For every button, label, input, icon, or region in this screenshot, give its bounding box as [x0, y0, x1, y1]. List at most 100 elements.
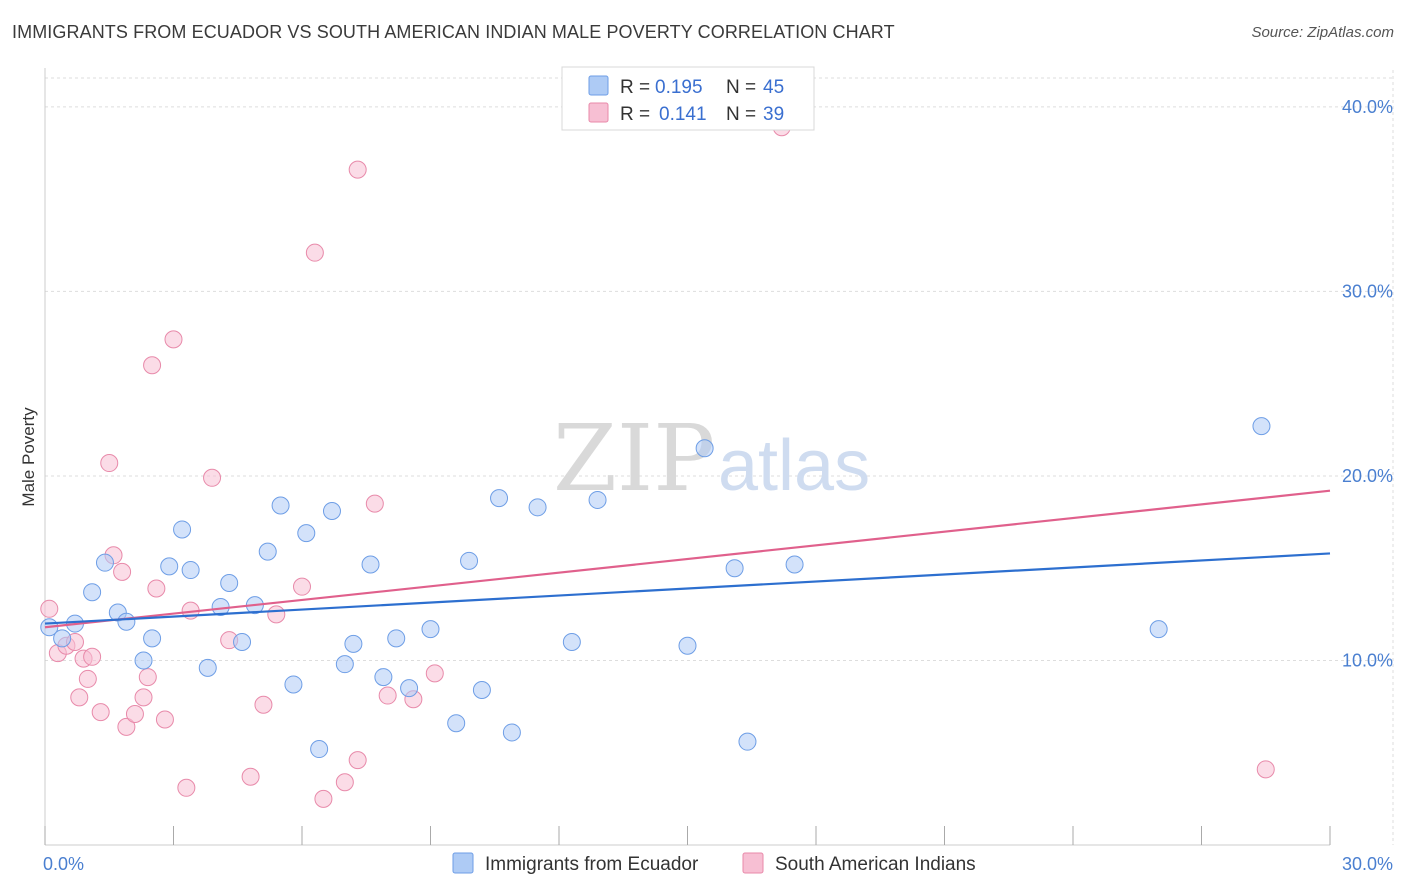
pink-point-29 [348, 160, 367, 179]
pink-point-6 [91, 703, 110, 722]
blue-point-11 [181, 561, 200, 580]
blue-point-42 [785, 555, 804, 574]
pink-point-14 [143, 356, 162, 375]
trend-lines [44, 489, 1331, 629]
legend-swatch-blue [588, 75, 609, 96]
y-tick-label-1: 20.0% [1342, 466, 1393, 486]
pink-point-16 [155, 710, 174, 729]
blue-point-18 [271, 496, 290, 515]
legend-r-label-2: R = [620, 104, 650, 125]
pink-point-0 [40, 599, 59, 618]
blue-point-23 [335, 655, 354, 674]
blue-point-30 [447, 714, 466, 733]
pink-point-15 [147, 579, 166, 598]
blue-point-4 [95, 553, 114, 572]
y-tick-label-3: 40.0% [1342, 97, 1393, 117]
blue-point-8 [143, 629, 162, 648]
legend-swatch-pink [588, 102, 609, 123]
pink-point-26 [305, 243, 324, 262]
blue-point-24 [344, 634, 363, 653]
blue-point-9 [160, 557, 179, 576]
legend-n-label-1: N = [726, 77, 756, 98]
pink-point-30 [365, 494, 384, 513]
source-label: Source: ZipAtlas.com [1251, 24, 1394, 41]
blue-point-36 [562, 633, 581, 652]
pink-point-17 [164, 330, 183, 349]
blue-point-40 [725, 559, 744, 578]
pink-point-35 [70, 688, 89, 707]
pink-point-5 [83, 647, 102, 666]
blue-point-27 [387, 629, 406, 648]
series-legend-label-indians: South American Indians [775, 854, 976, 875]
y-axis-title: Male Poverty [19, 407, 38, 507]
blue-point-38 [678, 636, 697, 655]
blue-point-43 [1149, 620, 1168, 639]
trend-line-blue [44, 552, 1331, 625]
y-tick-label-0: 10.0% [1342, 650, 1393, 670]
blue-point-14 [220, 573, 239, 592]
watermark-atlas: atlas [718, 426, 870, 506]
blue-point-7 [134, 651, 153, 670]
x-tick-label-1: 30.0% [1342, 854, 1393, 874]
blue-point-6 [117, 612, 136, 631]
pink-point-7 [100, 454, 119, 473]
blue-point-33 [490, 489, 509, 508]
pink-point-28 [335, 773, 354, 792]
series-legend-label-ecuador: Immigrants from Ecuador [485, 854, 699, 875]
pink-point-24 [267, 605, 286, 624]
series-legend-swatch-pink [742, 852, 764, 874]
blue-point-20 [297, 524, 316, 543]
blue-point-31 [460, 551, 479, 570]
pink-point-18 [177, 778, 196, 797]
pink-point-10 [117, 717, 136, 736]
legend-r-value-2: 0.141 [659, 104, 707, 125]
watermark: ZIP atlas [553, 405, 870, 512]
legend-n-value-2: 39 [763, 104, 784, 125]
blue-point-28 [400, 679, 419, 698]
pink-point-22 [241, 767, 260, 786]
pink-point-11 [125, 704, 144, 723]
pink-point-34 [78, 669, 97, 688]
blue-point-39 [695, 439, 714, 458]
series-legend: Immigrants from Ecuador South American I… [452, 852, 976, 875]
pink-point-33 [425, 664, 444, 683]
blue-point-1 [53, 629, 72, 648]
blue-point-35 [528, 498, 547, 517]
y-tick-labels: 10.0% 20.0% 30.0% 40.0% [1342, 97, 1393, 671]
pink-point-27 [314, 789, 333, 808]
chart-title: IMMIGRANTS FROM ECUADOR VS SOUTH AMERICA… [12, 22, 895, 42]
pink-point-25 [293, 577, 311, 596]
series-immigrants-from-ecuador [40, 417, 1271, 759]
watermark-zip: ZIP [553, 405, 715, 512]
blue-point-29 [421, 620, 440, 639]
pink-point-36 [348, 751, 367, 770]
legend-r-value-1: 0.195 [655, 77, 703, 98]
pink-point-20 [203, 468, 222, 487]
blue-point-19 [284, 675, 303, 694]
y-tick-label-2: 30.0% [1342, 281, 1393, 301]
blue-point-41 [738, 732, 757, 751]
blue-point-3 [83, 583, 102, 602]
legend-n-value-1: 45 [763, 77, 784, 98]
blue-point-25 [361, 555, 380, 574]
blue-point-21 [310, 740, 329, 759]
blue-point-22 [322, 502, 341, 521]
legend-r-label-1: R = [620, 77, 650, 98]
blue-point-12 [198, 658, 217, 677]
blue-point-15 [233, 633, 252, 652]
blue-point-37 [588, 490, 607, 509]
pink-point-23 [254, 695, 273, 714]
trend-line-pink [44, 489, 1331, 629]
pink-point-13 [138, 668, 157, 687]
blue-point-44 [1252, 417, 1271, 436]
pink-point-12 [134, 688, 153, 707]
stats-legend: R = 0.195 N = 45 R = 0.141 N = 39 [561, 66, 815, 131]
pink-point-9 [113, 562, 132, 581]
blue-point-26 [374, 668, 393, 687]
pink-point-37 [1256, 760, 1275, 779]
axes [44, 68, 1331, 846]
blue-point-32 [472, 681, 491, 699]
x-tick-label-0: 0.0% [43, 854, 84, 874]
blue-point-34 [502, 723, 521, 742]
